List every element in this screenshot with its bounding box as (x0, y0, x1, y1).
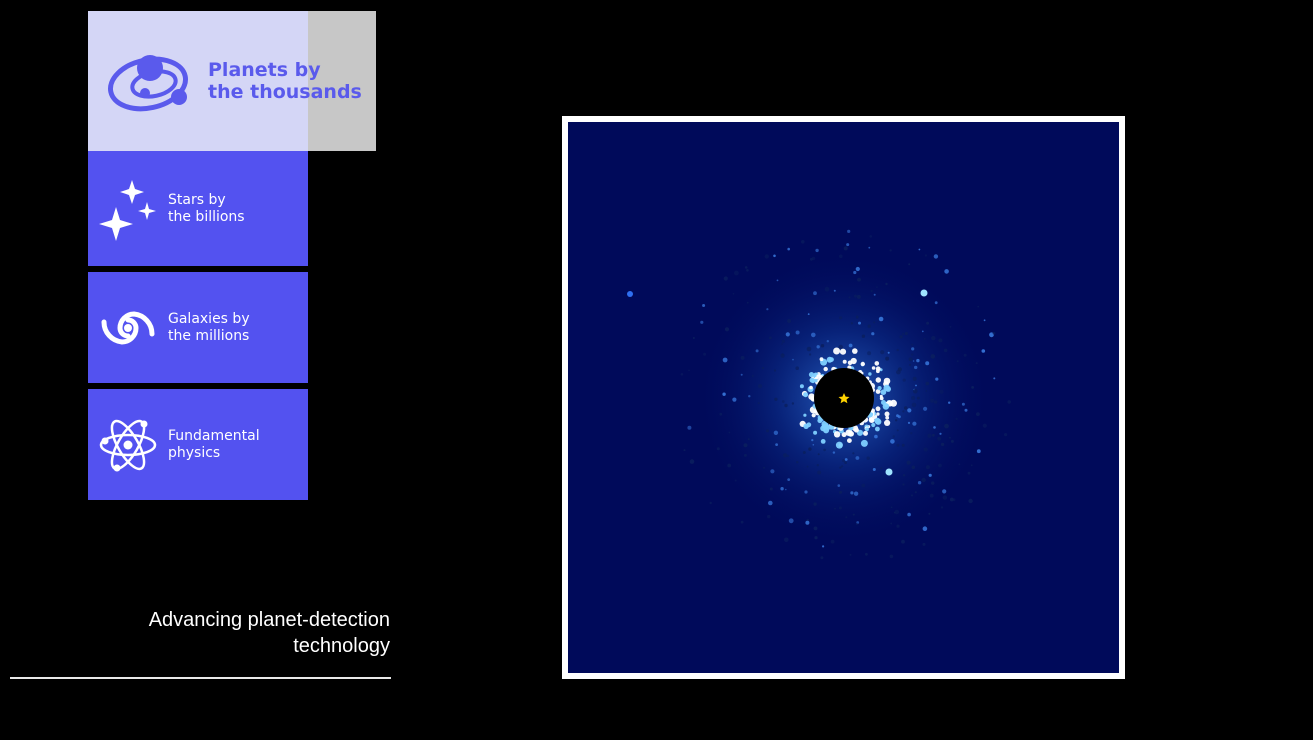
sidebar-item-label: Galaxies by the millions (168, 310, 250, 344)
planet-point (627, 291, 633, 297)
sidebar-item-physics[interactable]: Fundamental physics (88, 389, 308, 500)
planet-point (920, 289, 928, 297)
direct-imaging-figure (568, 122, 1119, 673)
spiral-galaxy-icon (88, 301, 168, 355)
sidebar-item-label: Stars by the billions (168, 191, 245, 225)
planet-orbit-icon (88, 46, 208, 116)
star-icon (838, 393, 850, 404)
planet-point (885, 468, 893, 476)
sidebar-item-label: Fundamental physics (168, 427, 260, 461)
caption: Advancing planet-detection technology (148, 609, 390, 657)
exoplanet-image (562, 116, 1125, 679)
tile-overlay (308, 11, 376, 151)
sparkle-stars-icon (88, 177, 168, 241)
sidebar-item-label: Planets by the thousands (208, 59, 362, 103)
divider (10, 677, 391, 679)
sidebar-item-planets[interactable]: Planets by the thousands (88, 11, 376, 151)
sidebar-item-galaxies[interactable]: Galaxies by the millions (88, 272, 308, 383)
atom-icon (88, 414, 168, 476)
sidebar-item-stars[interactable]: Stars by the billions (88, 151, 308, 266)
